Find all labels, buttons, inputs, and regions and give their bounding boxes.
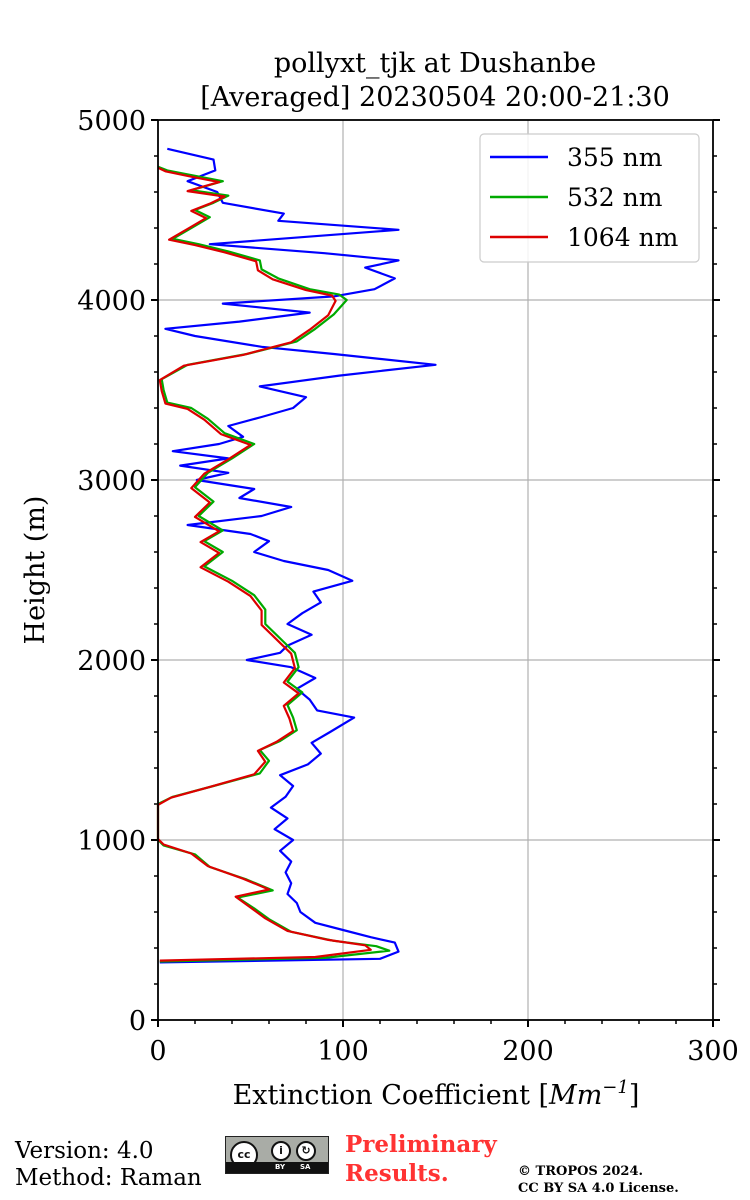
x-tick-label: 300 — [687, 1036, 739, 1067]
legend-label: 355 nm — [567, 143, 663, 172]
x-axis-label-unit: Mm — [548, 1080, 602, 1111]
plot-frame — [157, 119, 714, 1021]
cc-license-badge[interactable]: cc i ↻ BY SA — [225, 1136, 329, 1174]
x-tick-label: 200 — [502, 1036, 554, 1067]
y-tick-label: 1000 — [77, 826, 146, 857]
y-axis-label: Height (m) — [20, 496, 51, 645]
version-text: Version: 4.0 — [15, 1138, 154, 1164]
series-line-1064-nm — [156, 166, 372, 962]
preliminary-results-note: Preliminary Results. — [345, 1130, 497, 1188]
badge-sa-label: SA — [300, 1163, 311, 1171]
preliminary-line2: Results. — [345, 1160, 449, 1187]
footer-info: Version: 4.0 Method: Raman — [15, 1138, 202, 1192]
y-tick-label: 5000 — [77, 106, 146, 137]
legend-box — [479, 133, 700, 263]
copyright-line2: CC BY SA 4.0 License. — [518, 1181, 679, 1196]
copyright-line1: © TROPOS 2024. — [518, 1164, 644, 1179]
share-alike-icon: ↻ — [296, 1141, 316, 1161]
legend-label: 532 nm — [567, 183, 663, 212]
x-axis-label-exponent: −1 — [602, 1077, 629, 1098]
chart-title-line2: [Averaged] 20230504 20:00-21:30 — [200, 82, 670, 113]
method-text: Method: Raman — [15, 1165, 202, 1191]
y-tick-label: 2000 — [77, 646, 146, 677]
y-tick-label: 4000 — [77, 286, 146, 317]
y-tick-label: 0 — [129, 1006, 146, 1037]
series-lines — [156, 147, 437, 964]
chart-title-line1: pollyxt_tjk at Dushanbe — [274, 48, 596, 79]
x-axis-label: Extinction Coefficient [Mm−1] — [233, 1077, 640, 1111]
badge-strip: BY SA — [226, 1162, 328, 1173]
x-tick-label: 100 — [317, 1036, 369, 1067]
legend: 355 nm 532 nm 1064 nm — [479, 133, 700, 263]
copyright-note: © TROPOS 2024. CC BY SA 4.0 License. — [518, 1163, 679, 1197]
badge-by-label: BY — [275, 1163, 286, 1171]
x-axis-label-main: Extinction Coefficient [ — [233, 1080, 549, 1111]
attribution-icon: i — [271, 1141, 291, 1161]
series-line-532-nm — [156, 165, 391, 963]
preliminary-line1: Preliminary — [345, 1131, 497, 1158]
series-line-355-nm — [159, 147, 437, 964]
legend-label: 1064 nm — [567, 223, 679, 252]
x-axis-label-close: ] — [629, 1080, 640, 1111]
x-tick-label: 0 — [149, 1036, 166, 1067]
y-tick-label: 3000 — [77, 466, 146, 497]
